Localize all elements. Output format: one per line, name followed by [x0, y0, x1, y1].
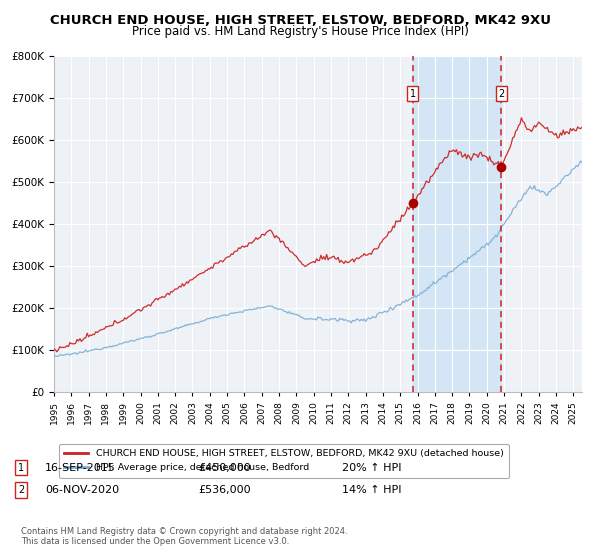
Text: 06-NOV-2020: 06-NOV-2020	[45, 485, 119, 495]
Text: £450,000: £450,000	[198, 463, 251, 473]
Text: Contains HM Land Registry data © Crown copyright and database right 2024.
This d: Contains HM Land Registry data © Crown c…	[21, 526, 347, 546]
Text: CHURCH END HOUSE, HIGH STREET, ELSTOW, BEDFORD, MK42 9XU: CHURCH END HOUSE, HIGH STREET, ELSTOW, B…	[49, 14, 551, 27]
Text: 2: 2	[18, 485, 24, 495]
Legend: CHURCH END HOUSE, HIGH STREET, ELSTOW, BEDFORD, MK42 9XU (detached house), HPI: : CHURCH END HOUSE, HIGH STREET, ELSTOW, B…	[59, 444, 509, 478]
Text: 20% ↑ HPI: 20% ↑ HPI	[342, 463, 401, 473]
Text: 1: 1	[409, 89, 416, 99]
Text: 2: 2	[498, 89, 505, 99]
Text: 16-SEP-2015: 16-SEP-2015	[45, 463, 116, 473]
Text: 1: 1	[18, 463, 24, 473]
Text: 14% ↑ HPI: 14% ↑ HPI	[342, 485, 401, 495]
Bar	[413, 56, 502, 392]
Text: Price paid vs. HM Land Registry's House Price Index (HPI): Price paid vs. HM Land Registry's House …	[131, 25, 469, 38]
Text: £536,000: £536,000	[198, 485, 251, 495]
